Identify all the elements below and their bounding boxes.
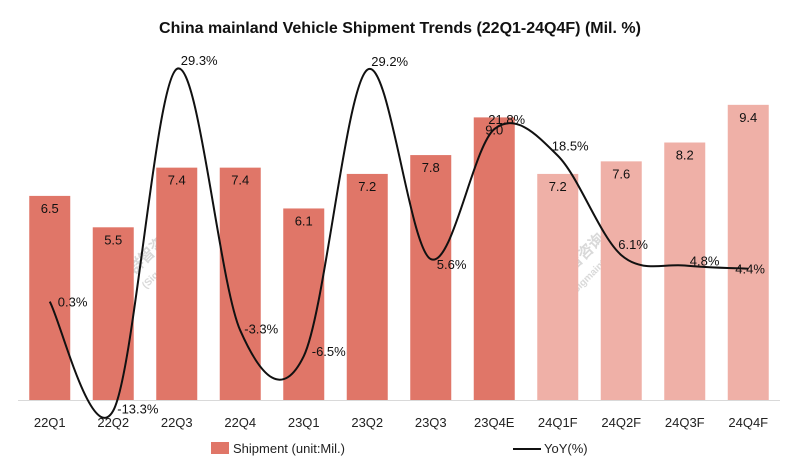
shipment-value-label: 7.6 [612, 166, 630, 181]
shipment-bar-23Q2 [346, 173, 388, 400]
shipment-value-label: 7.2 [358, 179, 376, 194]
x-tick-label: 23Q4E [474, 415, 515, 430]
shipment-bar-22Q1 [29, 195, 71, 400]
x-tick-label: 24Q4F [728, 415, 768, 430]
yoy-value-label: -6.5% [312, 344, 346, 359]
yoy-line [48, 67, 749, 419]
shipment-value-label: 5.5 [104, 232, 122, 247]
yoy-value-label: 21.8% [488, 112, 525, 127]
x-tick-label: 24Q2F [601, 415, 641, 430]
shipment-value-label: 8.2 [676, 148, 694, 163]
chart-title: China mainland Vehicle Shipment Trends (… [159, 20, 641, 37]
yoy-value-label: 4.8% [690, 254, 720, 269]
shipment-bar-23Q3 [410, 155, 452, 400]
shipment-bar-24Q3F [664, 142, 706, 400]
shipment-bar-22Q3 [156, 167, 198, 400]
x-tick-label: 23Q2 [351, 415, 383, 430]
shipment-value-label: 7.4 [168, 173, 186, 188]
x-tick-label: 24Q3F [665, 415, 705, 430]
legend-yoy-label: YoY(%) [544, 441, 588, 456]
x-tick-label: 22Q4 [224, 415, 256, 430]
shipment-bar-24Q4F [727, 104, 769, 400]
shipment-bar-24Q1F [537, 173, 579, 400]
yoy-value-label: 29.3% [181, 53, 218, 68]
shipment-value-label: 6.1 [295, 213, 313, 228]
shipment-bar-22Q2 [92, 227, 134, 400]
yoy-value-label: -3.3% [244, 321, 278, 336]
shipment-value-label: 7.2 [549, 179, 567, 194]
x-tick-label: 23Q3 [415, 415, 447, 430]
yoy-value-label: 5.6% [437, 257, 467, 272]
shipment-bar-24Q2F [600, 161, 642, 400]
x-tick-label: 23Q1 [288, 415, 320, 430]
shipment-value-label: 9.4 [739, 110, 757, 125]
x-tick-label: 22Q3 [161, 415, 193, 430]
yoy-value-label: 18.5% [552, 139, 589, 154]
legend-shipment-swatch [211, 442, 229, 454]
x-tick-label: 24Q1F [538, 415, 578, 430]
shipment-value-label: 6.5 [41, 201, 59, 216]
legend-shipment-label: Shipment (unit:Mil.) [233, 441, 345, 456]
yoy-value-label: -13.3% [117, 402, 159, 417]
yoy-value-label: 6.1% [618, 237, 648, 252]
yoy-value-label: 0.3% [58, 295, 88, 310]
shipment-bar-22Q4 [219, 167, 261, 400]
yoy-value-label: 29.2% [371, 54, 408, 69]
shipment-value-label: 7.4 [231, 173, 249, 188]
shipment-bar-23Q4E [473, 117, 515, 401]
yoy-value-label: 4.4% [735, 262, 765, 277]
shipment-value-label: 7.8 [422, 160, 440, 175]
x-tick-label: 22Q1 [34, 415, 66, 430]
